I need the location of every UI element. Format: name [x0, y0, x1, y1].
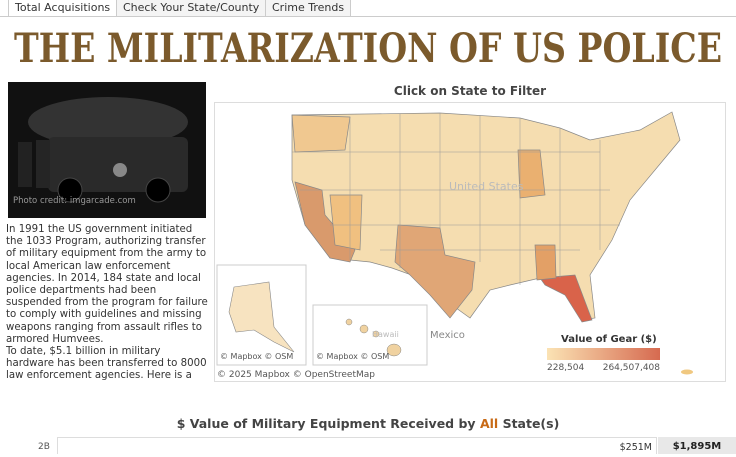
state-label: Hawaii	[372, 330, 399, 339]
title-banner: THE MILITARIZATION OF US POLICE	[14, 25, 722, 72]
chart-title: $ Value of Military Equipment Received b…	[0, 416, 736, 431]
axis-label: 2B	[38, 442, 50, 452]
paragraph: In 1991 the US government initiated the …	[6, 224, 208, 345]
intro-text: In 1991 the US government initiated the …	[6, 224, 208, 382]
attribution: © Mapbox © OSM	[316, 352, 389, 361]
total-label: $1,895M	[658, 437, 736, 454]
territory[interactable]	[681, 369, 693, 375]
state[interactable]	[291, 114, 351, 153]
state[interactable]	[345, 318, 402, 357]
state[interactable]	[517, 149, 546, 199]
country-label: Mexico	[430, 330, 465, 341]
title-filter[interactable]: All	[479, 416, 499, 431]
paragraph: To date, $5.1 billion in military hardwa…	[6, 346, 207, 382]
attribution: © 2025 Mapbox © OpenStreetMap	[217, 370, 375, 380]
tab-rule	[0, 16, 736, 17]
attribution: © Mapbox © OSM	[220, 352, 293, 361]
legend-max: 264,507,408	[603, 363, 661, 373]
map[interactable]: United States Mexico © Mapbox © OSM Hawa…	[214, 102, 726, 382]
title-part: $ Value of Military Equipment Received b…	[176, 416, 476, 431]
hawaii-inset	[312, 304, 428, 366]
state[interactable]	[534, 244, 557, 281]
photo-credit: Photo credit: imgarcade.com	[13, 196, 136, 206]
bar-area	[57, 437, 657, 454]
legend-title: Value of Gear ($)	[561, 334, 657, 345]
state[interactable]	[329, 194, 363, 251]
page-title: THE MILITARIZATION OF US POLICE	[14, 25, 722, 72]
state[interactable]	[228, 281, 295, 353]
state-borders	[292, 113, 620, 285]
legend-min: 228,504	[547, 363, 584, 373]
tab[interactable]: Total Acquisitions	[8, 0, 118, 16]
tab[interactable]: Crime Trends	[265, 0, 352, 17]
bar-label: $251M	[619, 442, 652, 453]
country-label: United States	[449, 180, 524, 193]
state[interactable]	[394, 224, 476, 319]
map-title: Click on State to Filter	[393, 84, 547, 98]
title-part: State(s)	[502, 416, 560, 431]
tab[interactable]: Check Your State/County	[116, 0, 267, 17]
state[interactable]	[539, 274, 593, 323]
photo: Photo credit: imgarcade.com	[8, 82, 206, 218]
legend-gradient	[547, 348, 660, 360]
